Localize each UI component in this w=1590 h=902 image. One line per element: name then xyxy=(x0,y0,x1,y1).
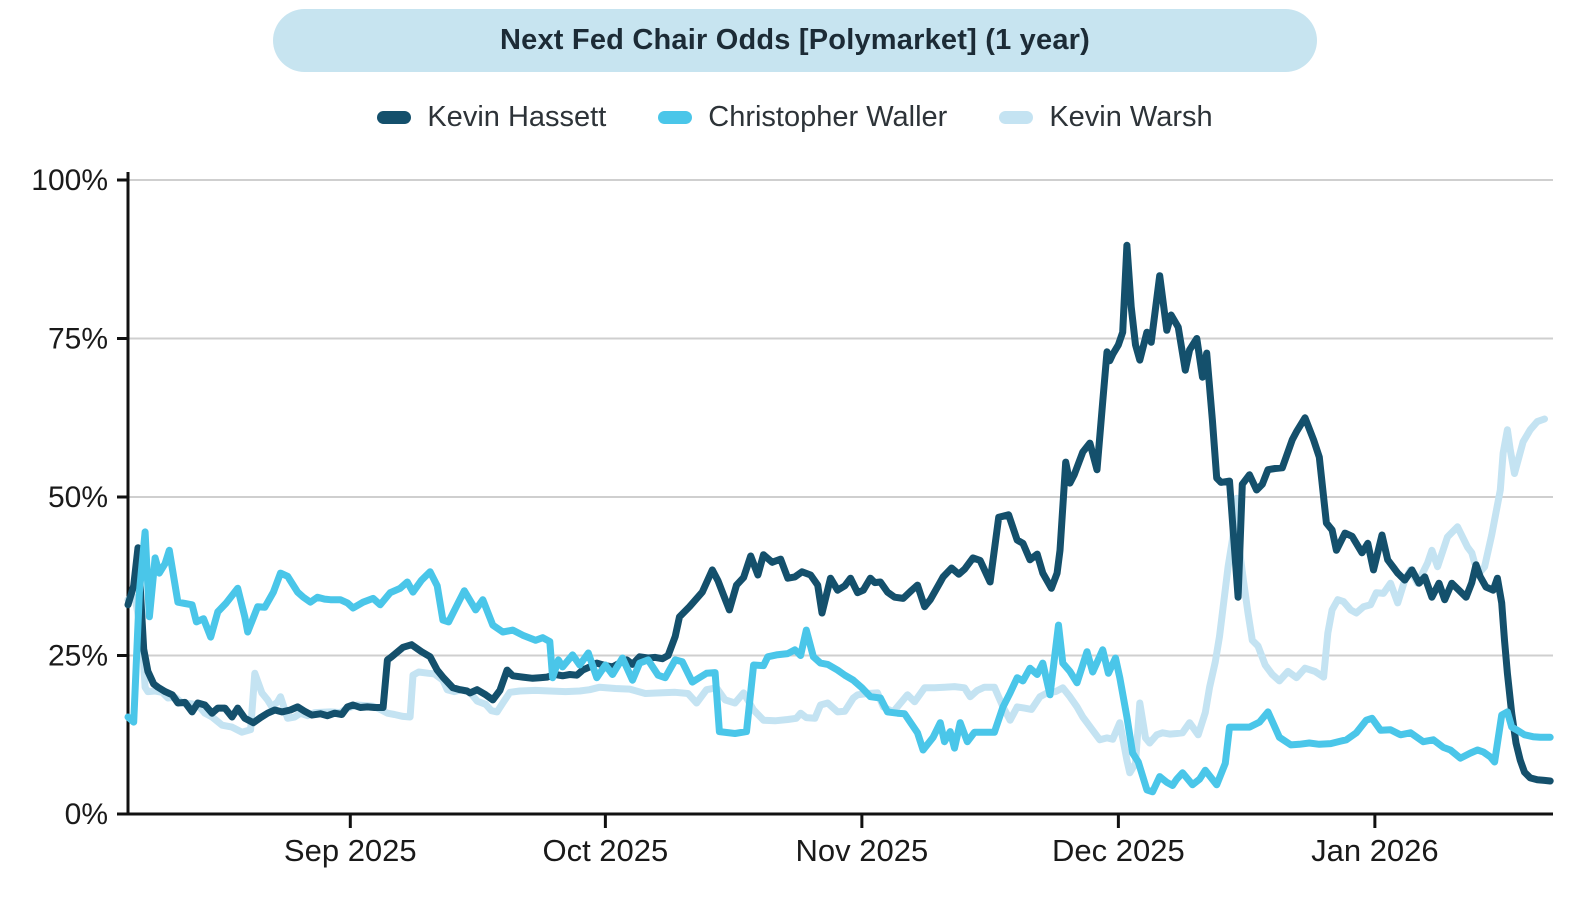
legend-swatch-christopher-waller xyxy=(658,111,693,124)
series-line-kevin-warsh xyxy=(124,415,1548,777)
chart-title-pill: Next Fed Chair Odds [Polymarket] (1 year… xyxy=(273,9,1317,72)
x-tick-label: Jan 2026 xyxy=(1311,833,1439,868)
legend-label: Christopher Waller xyxy=(708,101,948,133)
legend: Kevin Hassett Christopher Waller Kevin War… xyxy=(0,101,1590,134)
legend-label: Kevin Hassett xyxy=(427,101,607,133)
chart-title: Next Fed Chair Odds [Polymarket] (1 year… xyxy=(500,24,1090,56)
x-tick-label: Oct 2025 xyxy=(542,833,668,868)
series-line-christopher-waller xyxy=(124,528,1554,796)
y-tick-label: 75% xyxy=(48,323,108,356)
legend-swatch-kevin-warsh xyxy=(999,111,1034,124)
x-tick-label: Dec 2025 xyxy=(1052,833,1185,868)
legend-item-kevin-warsh: Kevin Warsh xyxy=(999,101,1213,134)
y-tick-label: 100% xyxy=(31,164,108,197)
series-line-kevin-hassett xyxy=(124,241,1554,785)
legend-swatch-kevin-hassett xyxy=(377,111,412,124)
legend-item-christopher-waller: Christopher Waller xyxy=(658,101,947,134)
x-tick-label: Sep 2025 xyxy=(284,833,417,868)
x-tick-label: Nov 2025 xyxy=(796,833,929,868)
y-tick-label: 0% xyxy=(65,798,108,831)
legend-label: Kevin Warsh xyxy=(1049,101,1213,133)
y-tick-label: 25% xyxy=(48,640,108,673)
y-tick-label: 50% xyxy=(48,481,108,514)
legend-item-kevin-hassett: Kevin Hassett xyxy=(377,101,606,134)
